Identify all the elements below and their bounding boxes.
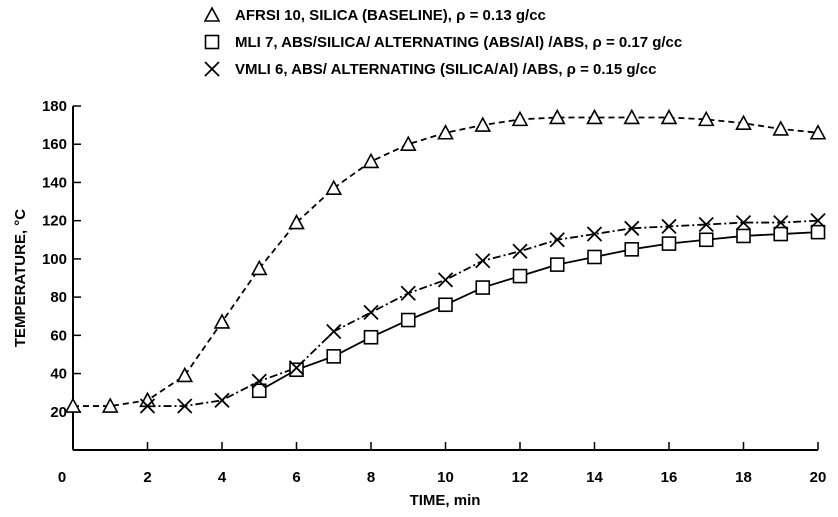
data-point-square (736, 228, 751, 244)
data-point-square (400, 312, 416, 328)
data-point-triangle (139, 391, 156, 408)
data-point-triangle (325, 179, 343, 195)
data-point-triangle (772, 120, 790, 136)
data-point-triangle (735, 114, 752, 130)
data-point-triangle (64, 397, 82, 413)
data-point-triangle (213, 313, 231, 329)
data-point-square (698, 232, 714, 248)
axes (72, 106, 818, 451)
data-point-x (735, 214, 752, 231)
series-line-triangle (73, 116, 819, 407)
data-point-x (549, 232, 565, 248)
legend-marker-triangle (203, 6, 221, 22)
series-markers (64, 108, 827, 414)
data-point-x (363, 304, 379, 321)
data-point-x (586, 226, 603, 242)
data-point-x (773, 214, 789, 231)
data-point-triangle (101, 397, 119, 413)
data-point-triangle (586, 108, 603, 125)
data-point-x (512, 243, 528, 259)
data-point-x (475, 253, 491, 269)
x-axis-title: TIME, min (410, 492, 481, 509)
y-tick-label: 160 (42, 136, 67, 153)
series-line-x (147, 219, 819, 407)
x-tick-label: 10 (437, 469, 454, 486)
y-tick-label: 180 (42, 98, 67, 115)
data-point-triangle (474, 116, 492, 132)
data-point-triangle (511, 110, 529, 127)
data-point-square (810, 224, 826, 240)
x-tick-label-origin: 0 (58, 469, 66, 486)
series-line-square (258, 231, 819, 392)
x-tick-label: 14 (586, 469, 603, 486)
data-point-triangle (399, 135, 417, 152)
data-point-square (549, 257, 565, 272)
data-point-triangle (660, 108, 678, 125)
data-point-triangle (809, 124, 827, 140)
legend-label: VMLI 6, ABS/ ALTERNATING (SILICA/Al) /AB… (235, 61, 656, 78)
y-tick-label: 100 (42, 251, 67, 268)
x-tick-label: 20 (810, 469, 827, 486)
data-point-x (214, 392, 230, 408)
legend-label: AFRSI 10, SILICA (BASELINE), ρ = 0.13 g/… (235, 7, 546, 24)
data-point-square (512, 268, 528, 284)
x-tick-label: 6 (292, 469, 300, 486)
data-point-square (475, 280, 491, 295)
data-point-x (251, 373, 267, 389)
data-point-triangle (362, 152, 380, 169)
data-point-square (624, 242, 640, 257)
x-tick-label: 16 (661, 469, 678, 486)
y-tick-label: 140 (42, 174, 67, 191)
data-point-triangle (548, 108, 566, 125)
data-point-x (698, 216, 714, 233)
data-point-triangle (176, 366, 194, 383)
x-tick-label: 12 (512, 469, 529, 486)
y-axis-title: TEMPERATURE, °C (12, 209, 29, 347)
data-point-x (177, 398, 193, 414)
data-point-triangle (250, 259, 268, 276)
x-tick-label: 2 (143, 469, 151, 486)
data-point-x (139, 398, 156, 414)
data-point-square (661, 236, 677, 251)
data-point-square (438, 297, 453, 313)
data-point-x (624, 220, 640, 236)
data-point-square (326, 349, 342, 364)
x-tick-label: 8 (367, 469, 375, 486)
data-point-x (288, 360, 305, 376)
data-point-x (810, 213, 826, 229)
legend-marker-square (204, 34, 220, 50)
y-tick-label: 80 (50, 289, 67, 306)
y-tick-label: 60 (50, 327, 67, 344)
y-tick-label: 120 (42, 213, 67, 230)
data-point-square (773, 226, 789, 242)
data-point-x (437, 272, 454, 288)
legend-marker-x (204, 61, 220, 77)
data-point-triangle (437, 124, 454, 140)
data-point-x (400, 285, 416, 301)
data-point-triangle (623, 108, 641, 125)
x-tick-label: 18 (735, 469, 752, 486)
data-point-square (587, 249, 602, 265)
data-point-square (251, 383, 267, 399)
ticks: 2 4 6 8 10 12 14 16 18 20 20 40 60 80 100 120 140 160 180 0 (42, 98, 826, 486)
series-lines (73, 116, 819, 407)
data-point-x (326, 323, 342, 340)
data-point-square (289, 362, 304, 378)
legend-label: MLI 7, ABS/SILICA/ ALTERNATING (ABS/Al) … (235, 34, 682, 51)
data-point-x (661, 218, 677, 235)
data-point-square (363, 329, 379, 345)
x-tick-label: 4 (218, 469, 227, 486)
legend: AFRSI 10, SILICA (BASELINE), ρ = 0.13 g/… (203, 6, 682, 78)
data-point-triangle (288, 213, 305, 230)
y-tick-label: 40 (50, 366, 67, 383)
data-point-triangle (697, 110, 715, 127)
y-tick-label: 20 (50, 404, 67, 421)
